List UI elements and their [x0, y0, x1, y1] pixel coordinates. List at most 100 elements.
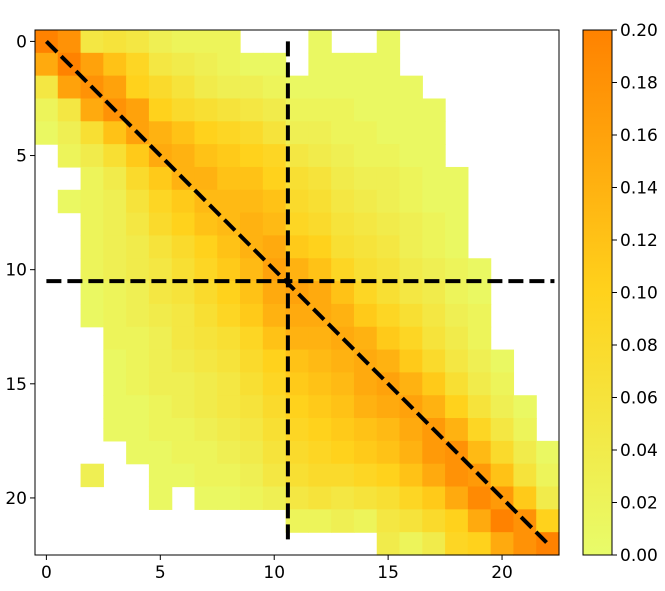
colorbar: 0.00 0.02 0.04 0.06 0.08 0.10 0.12 0.14 0.16 0.18… [582, 21, 658, 566]
heatmap-cell [103, 30, 127, 54]
heatmap-cell [308, 349, 332, 373]
y-tick-label: 0 [16, 32, 27, 52]
heatmap-cell [445, 258, 469, 282]
x-tick-label: 20 [491, 563, 513, 583]
heatmap-cell [376, 395, 401, 419]
heatmap-cell [80, 166, 104, 191]
heatmap-cell [422, 235, 446, 259]
heatmap-cell [148, 98, 173, 122]
heatmap-cell [35, 52, 59, 77]
heatmap-cell [399, 509, 423, 533]
heatmap-cell [80, 189, 104, 214]
heatmap-cell [308, 326, 332, 351]
heatmap-cell [399, 235, 423, 259]
heatmap-cell [490, 372, 515, 396]
heatmap-cell [445, 189, 469, 214]
colorbar-tick-label: 0.14 [620, 179, 658, 199]
heatmap-cell [308, 418, 332, 442]
heatmap-cell [536, 463, 560, 488]
heatmap-cell [285, 372, 309, 396]
heatmap-cell [103, 418, 127, 442]
heatmap-cell [331, 281, 355, 305]
heatmap-cell [171, 75, 196, 100]
heatmap-cell [513, 418, 537, 442]
heatmap-cell [80, 98, 104, 122]
heatmap-cell [376, 98, 401, 122]
heatmap-cell [513, 440, 537, 465]
heatmap-cell [331, 258, 355, 282]
heatmap-cell [353, 144, 378, 168]
heatmap-cell [399, 303, 423, 328]
heatmap-cell [513, 463, 537, 488]
heatmap-cell [57, 98, 82, 122]
heatmap-cell [285, 75, 309, 100]
heatmap-cell [126, 395, 150, 419]
heatmap-cell [171, 144, 196, 168]
heatmap-cell [194, 30, 218, 54]
heatmap-cell [513, 395, 537, 419]
heatmap-cell [353, 440, 378, 465]
heatmap-cell [126, 372, 150, 396]
heatmap-cell [171, 440, 196, 465]
heatmap-cell [171, 395, 196, 419]
heatmap-cell [467, 509, 492, 533]
heatmap-cell [148, 75, 173, 100]
heatmap-cell [148, 418, 173, 442]
heatmap-cell [194, 166, 218, 191]
heatmap-cell [376, 349, 401, 373]
heatmap-cell [422, 189, 446, 214]
heatmap-cell [445, 418, 469, 442]
heatmap-cell [399, 258, 423, 282]
heatmap-cell [217, 52, 241, 77]
heatmap-cell [262, 463, 287, 488]
heatmap-cell [376, 75, 401, 100]
heatmap-cell [103, 212, 127, 237]
colorbar-tick-label: 0.02 [620, 494, 658, 514]
heatmap-cell [240, 395, 264, 419]
heatmap-cell [262, 144, 287, 168]
heatmap-cell [148, 235, 173, 259]
heatmap-cell [285, 258, 309, 282]
heatmap-cell [217, 30, 241, 54]
heatmap-cell [308, 486, 332, 510]
heatmap-cell [490, 463, 515, 488]
heatmap-cell [376, 418, 401, 442]
heatmap-cell [331, 509, 355, 533]
heatmap-cell [376, 532, 401, 556]
heatmap-cell [217, 166, 241, 191]
heatmap-cell [217, 235, 241, 259]
heatmap-cell [308, 30, 332, 54]
heatmap-cell [80, 144, 104, 168]
heatmap-cell [285, 326, 309, 351]
heatmap-cell [331, 235, 355, 259]
heatmap-cell [194, 372, 218, 396]
heatmap-cell [308, 166, 332, 191]
heatmap-cell [308, 235, 332, 259]
colorbar-tick-label: 0.08 [620, 336, 658, 356]
colorbar-gradient [582, 29, 613, 556]
x-tick-label: 0 [41, 563, 52, 583]
heatmap-cell [422, 121, 446, 145]
heatmap-cell [80, 30, 104, 54]
heatmap-cell [445, 235, 469, 259]
heatmap-cell [262, 440, 287, 465]
x-tick-label: 5 [155, 563, 166, 583]
colorbar-ticks: 0.00 0.02 0.04 0.06 0.08 0.10 0.12 0.14 0.16 0.18… [612, 21, 658, 566]
heatmap-cell [171, 30, 196, 54]
colorbar-tick-label: 0.00 [620, 546, 658, 566]
heatmap-cell [353, 509, 378, 533]
heatmap-cell [399, 98, 423, 122]
heatmap-cell [217, 189, 241, 214]
heatmap-cell [353, 166, 378, 191]
heatmap-cell [262, 395, 287, 419]
heatmap-cell [103, 303, 127, 328]
heatmap-cell [422, 395, 446, 419]
colorbar-tick-label: 0.10 [620, 284, 658, 304]
heatmap-cell [57, 144, 82, 168]
heatmap-cell [217, 303, 241, 328]
heatmap-cell [376, 440, 401, 465]
heatmap-cell [217, 486, 241, 510]
heatmap-cell [285, 189, 309, 214]
heatmap-cell [353, 189, 378, 214]
heatmap-cell [353, 258, 378, 282]
